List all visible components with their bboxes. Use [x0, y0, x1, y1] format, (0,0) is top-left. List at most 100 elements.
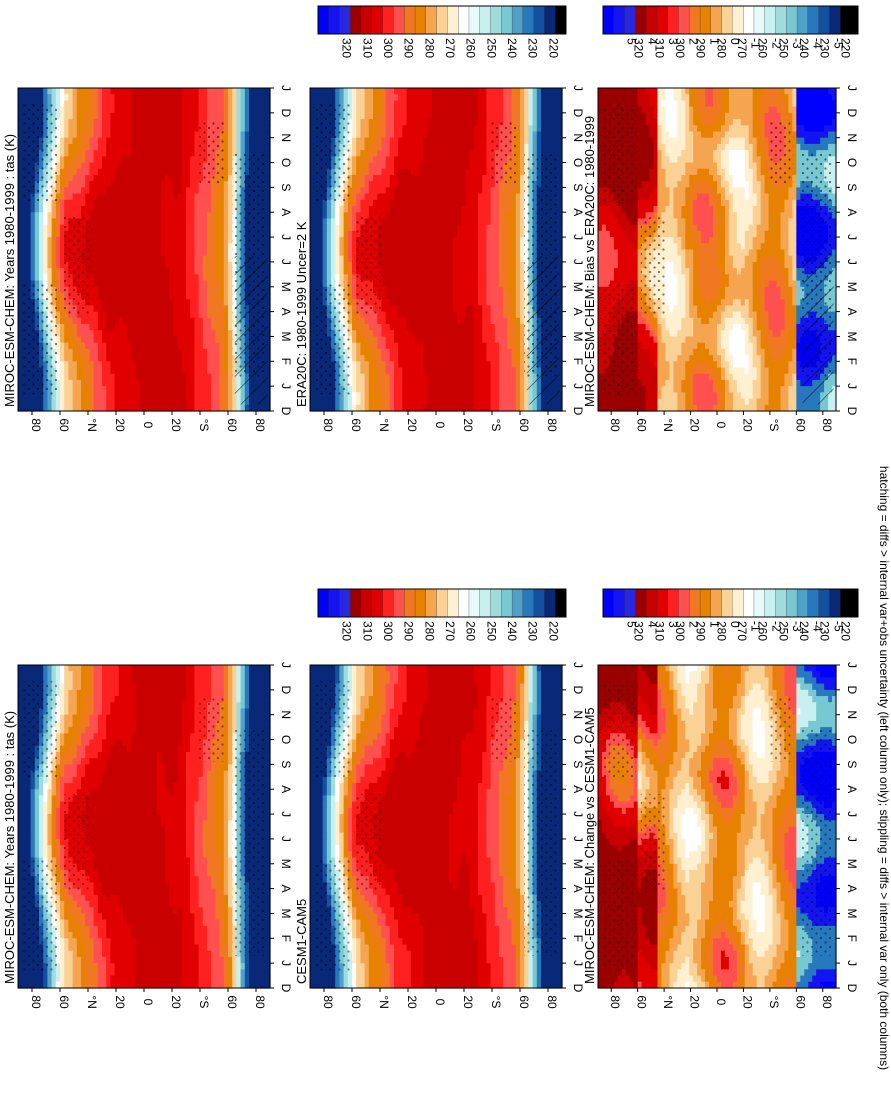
heatmap-cell — [257, 665, 263, 672]
heatmap-cell — [43, 665, 48, 672]
heatmap-cell — [165, 112, 170, 120]
heatmap-cell — [81, 720, 86, 728]
heatmap-cell — [110, 249, 116, 257]
heatmap-cell — [135, 212, 141, 220]
heatmap-cell — [18, 212, 23, 220]
heatmap-cell — [148, 292, 153, 300]
heatmap-cell — [93, 795, 99, 803]
heatmap-cell — [152, 150, 158, 157]
heatmap-cell — [198, 348, 204, 356]
heatmap-cell — [194, 776, 200, 784]
heatmap-cell — [118, 274, 124, 282]
heatmap-cell — [261, 677, 267, 685]
heatmap-cell — [39, 255, 44, 263]
heatmap-cell — [177, 94, 183, 102]
heatmap-cell — [135, 249, 141, 257]
heatmap-cell — [135, 268, 141, 275]
heatmap-cell — [236, 689, 242, 697]
heatmap-cell — [144, 807, 149, 815]
heatmap-cell — [152, 125, 158, 133]
heatmap-cell — [177, 814, 183, 821]
heatmap-cell — [93, 150, 99, 157]
heatmap-cell — [165, 274, 170, 282]
heatmap-cell — [190, 739, 195, 747]
heatmap-cell — [152, 237, 158, 244]
heatmap-cell — [223, 386, 229, 393]
heatmap-cell — [34, 838, 40, 846]
heatmap-cell — [68, 764, 74, 772]
heatmap-cell — [135, 237, 141, 244]
heatmap-cell — [177, 807, 183, 815]
heatmap-cell — [165, 776, 170, 784]
heatmap-cell — [194, 783, 200, 790]
heatmap-cell — [64, 187, 69, 195]
heatmap-cell — [211, 112, 216, 120]
heatmap-cell — [97, 119, 103, 126]
heatmap-cell — [194, 168, 200, 176]
heatmap-cell — [169, 212, 174, 220]
heatmap-cell — [106, 708, 111, 716]
heatmap-cell — [198, 783, 204, 790]
heatmap-cell — [85, 106, 90, 114]
heatmap-cell — [219, 764, 225, 772]
heatmap-cell — [47, 807, 53, 815]
heatmap-cell — [194, 187, 200, 195]
heatmap-cell — [76, 100, 82, 108]
heatmap-cell — [219, 348, 225, 356]
lat-tick-label: °N — [85, 418, 99, 431]
heatmap-cell — [177, 261, 183, 269]
heatmap-cell — [139, 299, 145, 306]
heatmap-cell — [160, 720, 166, 728]
heatmap-cell — [93, 249, 99, 257]
heatmap-cell — [110, 355, 116, 362]
heatmap-cell — [30, 820, 36, 828]
heatmap-cell — [177, 249, 183, 257]
heatmap-cell — [114, 379, 120, 387]
heatmap-cell — [148, 702, 153, 710]
heatmap-cell — [211, 218, 216, 226]
heatmap-cell — [118, 237, 124, 244]
heatmap-cell — [89, 838, 95, 846]
heatmap-cell — [202, 274, 208, 282]
heatmap-cell — [173, 286, 179, 294]
heatmap-cell — [26, 795, 32, 803]
heatmap-cell — [68, 386, 74, 393]
heatmap-cell — [30, 88, 36, 95]
heatmap-cell — [26, 218, 32, 226]
heatmap-cell — [165, 187, 170, 195]
heatmap-cell — [55, 249, 61, 257]
heatmap-cell — [127, 677, 132, 685]
heatmap-cell — [215, 187, 221, 195]
heatmap-cell — [228, 398, 233, 406]
colorbar-swatch — [458, 5, 470, 35]
heatmap-cell — [102, 355, 107, 362]
heatmap-cell — [127, 317, 132, 325]
heatmap-cell — [240, 683, 246, 691]
heatmap-cell — [265, 280, 271, 288]
heatmap-cell — [81, 665, 86, 672]
heatmap-cell — [127, 137, 132, 145]
heatmap-cell — [123, 181, 128, 188]
heatmap-cell — [110, 125, 116, 133]
heatmap-cell — [228, 181, 233, 188]
heatmap-cell — [118, 336, 124, 344]
heatmap-cell — [89, 100, 95, 108]
heatmap-cell — [89, 727, 95, 734]
heatmap-cell — [127, 832, 132, 840]
heatmap-cell — [89, 355, 95, 362]
heatmap-cell — [144, 776, 149, 784]
heatmap-cell — [177, 665, 183, 672]
heatmap-cell — [198, 336, 204, 344]
heatmap-cell — [186, 373, 191, 381]
heatmap-cell — [181, 143, 187, 151]
heatmap-cell — [186, 702, 191, 710]
heatmap-cell — [240, 137, 246, 145]
heatmap-cell — [173, 764, 179, 772]
heatmap-cell — [223, 230, 229, 238]
heatmap-cell — [144, 820, 149, 828]
heatmap-cell — [177, 342, 183, 350]
heatmap-cell — [169, 386, 174, 393]
heatmap-cell — [207, 224, 212, 232]
heatmap-cell — [68, 100, 74, 108]
heatmap-cell — [60, 261, 65, 269]
